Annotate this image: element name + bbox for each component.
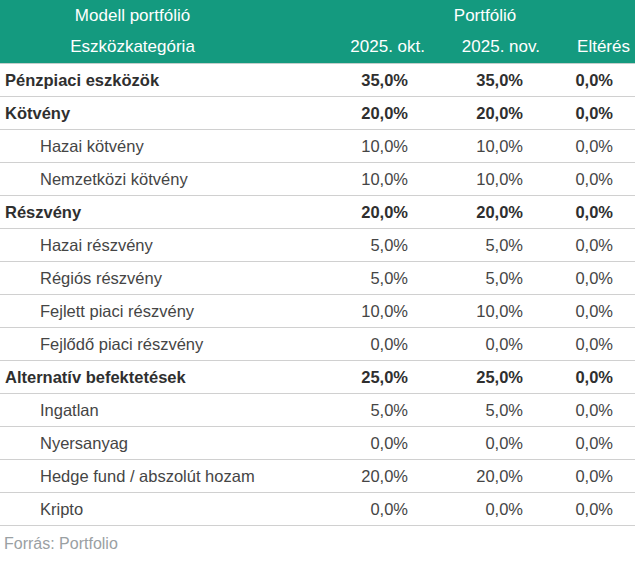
table-header: Modell portfólió Portfólió Eszközkategór… — [0, 0, 635, 64]
row-category-label: Nyersanyag — [0, 427, 265, 460]
row-category-label: Pénzpiaci eszközök — [0, 64, 265, 97]
row-value-oct: 5,0% — [265, 229, 430, 262]
header-columns-row: Eszközkategória 2025. okt. 2025. nov. El… — [0, 31, 635, 64]
header-model-portfolio: Modell portfólió — [0, 0, 265, 31]
column-header-category: Eszközkategória — [0, 31, 265, 64]
row-value-oct: 20,0% — [265, 196, 430, 229]
row-value-oct: 0,0% — [265, 427, 430, 460]
header-group-row: Modell portfólió Portfólió — [0, 0, 635, 31]
row-value-diff: 0,0% — [545, 64, 635, 97]
row-value-nov: 5,0% — [430, 262, 545, 295]
row-value-diff: 0,0% — [545, 460, 635, 493]
table-row: Ingatlan 5,0% 5,0% 0,0% — [0, 394, 635, 427]
table-row: Nemzetközi kötvény 10,0% 10,0% 0,0% — [0, 163, 635, 196]
portfolio-allocation-table: Modell portfólió Portfólió Eszközkategór… — [0, 0, 635, 526]
row-value-diff: 0,0% — [545, 328, 635, 361]
row-value-nov: 10,0% — [430, 295, 545, 328]
row-category-label: Részvény — [0, 196, 265, 229]
row-value-oct: 0,0% — [265, 493, 430, 526]
table-row: Hazai kötvény 10,0% 10,0% 0,0% — [0, 130, 635, 163]
column-header-diff: Eltérés — [545, 31, 635, 64]
row-value-diff: 0,0% — [545, 163, 635, 196]
table-row: Fejlett piaci részvény 10,0% 10,0% 0,0% — [0, 295, 635, 328]
row-category-label: Hedge fund / abszolút hozam — [0, 460, 265, 493]
row-value-oct: 20,0% — [265, 97, 430, 130]
row-value-diff: 0,0% — [545, 493, 635, 526]
row-value-diff: 0,0% — [545, 427, 635, 460]
row-category-label: Ingatlan — [0, 394, 265, 427]
row-value-diff: 0,0% — [545, 394, 635, 427]
row-value-oct: 5,0% — [265, 262, 430, 295]
row-value-oct: 10,0% — [265, 295, 430, 328]
header-portfolio: Portfólió — [265, 0, 635, 31]
row-value-oct: 20,0% — [265, 460, 430, 493]
row-category-label: Fejlődő piaci részvény — [0, 328, 265, 361]
row-value-nov: 10,0% — [430, 130, 545, 163]
row-value-nov: 25,0% — [430, 361, 545, 394]
row-value-diff: 0,0% — [545, 361, 635, 394]
portfolio-allocation-page: Modell portfólió Portfólió Eszközkategór… — [0, 0, 635, 562]
table-row: Hedge fund / abszolút hozam 20,0% 20,0% … — [0, 460, 635, 493]
row-category-label: Régiós részvény — [0, 262, 265, 295]
row-value-nov: 20,0% — [430, 196, 545, 229]
row-value-nov: 5,0% — [430, 394, 545, 427]
row-value-nov: 35,0% — [430, 64, 545, 97]
row-value-oct: 5,0% — [265, 394, 430, 427]
row-category-label: Kripto — [0, 493, 265, 526]
row-category-label: Fejlett piaci részvény — [0, 295, 265, 328]
table-row: Fejlődő piaci részvény 0,0% 0,0% 0,0% — [0, 328, 635, 361]
row-value-diff: 0,0% — [545, 295, 635, 328]
table-row: Kripto 0,0% 0,0% 0,0% — [0, 493, 635, 526]
row-value-diff: 0,0% — [545, 229, 635, 262]
table-row: Régiós részvény 5,0% 5,0% 0,0% — [0, 262, 635, 295]
row-category-label: Kötvény — [0, 97, 265, 130]
table-row: Nyersanyag 0,0% 0,0% 0,0% — [0, 427, 635, 460]
row-value-nov: 5,0% — [430, 229, 545, 262]
column-header-oct: 2025. okt. — [265, 31, 430, 64]
column-header-nov: 2025. nov. — [430, 31, 545, 64]
table-row: Részvény 20,0% 20,0% 0,0% — [0, 196, 635, 229]
row-value-oct: 0,0% — [265, 328, 430, 361]
row-value-oct: 10,0% — [265, 130, 430, 163]
row-value-nov: 0,0% — [430, 427, 545, 460]
row-category-label: Nemzetközi kötvény — [0, 163, 265, 196]
row-value-nov: 20,0% — [430, 97, 545, 130]
row-value-diff: 0,0% — [545, 196, 635, 229]
row-category-label: Alternatív befektetések — [0, 361, 265, 394]
table-row: Alternatív befektetések 25,0% 25,0% 0,0% — [0, 361, 635, 394]
source-note: Forrás: Portfolio — [0, 526, 635, 562]
row-value-nov: 10,0% — [430, 163, 545, 196]
row-value-oct: 35,0% — [265, 64, 430, 97]
row-value-diff: 0,0% — [545, 97, 635, 130]
row-value-diff: 0,0% — [545, 130, 635, 163]
row-category-label: Hazai részvény — [0, 229, 265, 262]
table-row: Kötvény 20,0% 20,0% 0,0% — [0, 97, 635, 130]
row-value-nov: 0,0% — [430, 328, 545, 361]
row-value-diff: 0,0% — [545, 262, 635, 295]
row-value-oct: 25,0% — [265, 361, 430, 394]
row-category-label: Hazai kötvény — [0, 130, 265, 163]
row-value-nov: 20,0% — [430, 460, 545, 493]
table-body: Pénzpiaci eszközök 35,0% 35,0% 0,0% Kötv… — [0, 64, 635, 526]
row-value-nov: 0,0% — [430, 493, 545, 526]
table-row: Pénzpiaci eszközök 35,0% 35,0% 0,0% — [0, 64, 635, 97]
row-value-oct: 10,0% — [265, 163, 430, 196]
table-row: Hazai részvény 5,0% 5,0% 0,0% — [0, 229, 635, 262]
